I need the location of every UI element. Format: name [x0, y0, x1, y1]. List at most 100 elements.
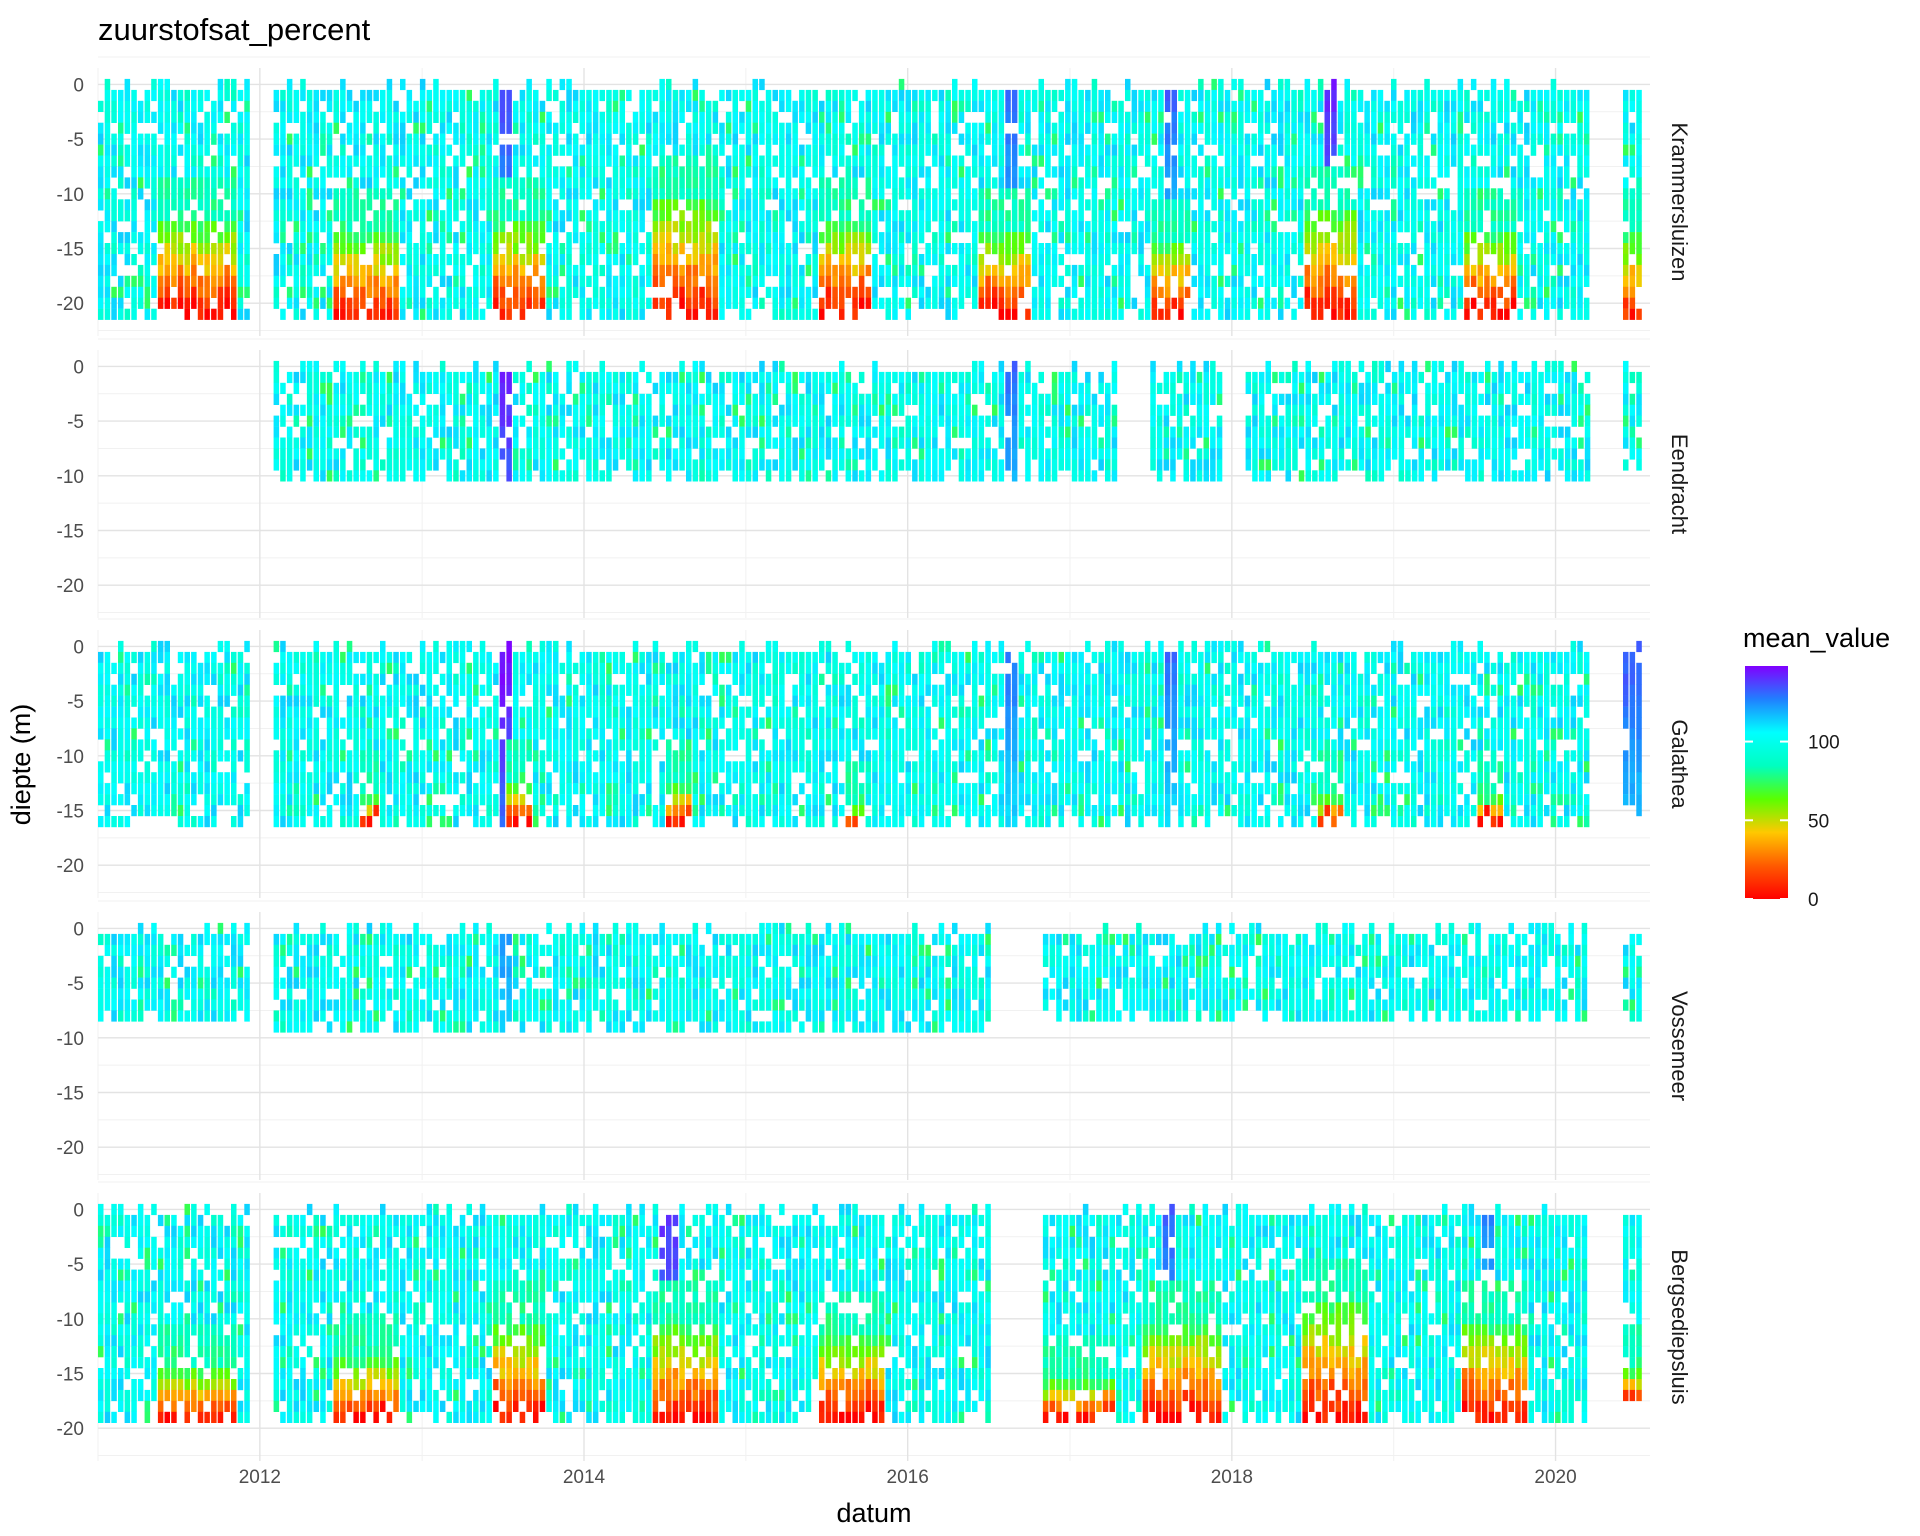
heat-cell [1464, 243, 1470, 255]
heat-cell [1564, 144, 1570, 156]
heat-cell [819, 308, 825, 320]
heat-cell [164, 111, 170, 123]
heat-cell [852, 415, 858, 427]
heat-cell [586, 308, 592, 320]
heat-cell [439, 382, 446, 394]
heat-cell [1198, 232, 1204, 244]
heat-cell [965, 166, 971, 178]
heat-cell [360, 144, 366, 156]
heat-cell [1071, 122, 1078, 134]
heat-cell [459, 232, 466, 244]
heat-cell [1251, 297, 1257, 309]
heat-cell [1437, 210, 1444, 222]
heat-cell [1091, 254, 1098, 266]
heat-cell [1623, 188, 1629, 200]
heat-cell [705, 243, 712, 255]
heat-cell [925, 210, 931, 222]
heat-cell [360, 210, 366, 222]
heat-cell [1437, 275, 1444, 287]
heat-cell [386, 275, 393, 287]
heat-cell [360, 264, 366, 277]
heat-cell [779, 297, 785, 309]
heat-cell [992, 89, 998, 102]
heat-cell [745, 89, 752, 102]
heat-cell [1198, 89, 1204, 102]
heat-cell [1377, 188, 1384, 200]
heat-cell [231, 297, 237, 309]
heat-cell [745, 122, 752, 134]
heat-cell [1251, 166, 1257, 178]
heat-cell [705, 470, 712, 482]
heat-cell [898, 382, 905, 394]
heat-cell [1424, 199, 1430, 211]
heat-cell [619, 155, 625, 167]
heat-cell [1510, 232, 1517, 244]
heat-cell [632, 382, 639, 394]
heat-cell [686, 415, 692, 427]
heat-cell [799, 221, 805, 233]
heat-cell [486, 188, 492, 200]
heat-cell [433, 133, 439, 145]
heat-cell [739, 286, 745, 298]
heat-cell [978, 264, 985, 277]
heat-cell [184, 122, 190, 134]
heat-cell [546, 404, 552, 416]
heat-cell [111, 133, 117, 145]
heat-cell [659, 243, 665, 255]
heat-cell [945, 155, 951, 167]
heat-cell [1031, 100, 1038, 112]
heat-cell [211, 155, 217, 167]
heat-cell [612, 448, 619, 460]
heat-cell [1384, 188, 1390, 200]
heat-cell [839, 308, 845, 320]
heat-cell [553, 122, 559, 134]
heat-cell [1218, 232, 1224, 244]
heat-cell [639, 459, 645, 471]
heat-cell [493, 393, 499, 405]
heat-cell [832, 155, 838, 167]
heat-cell [553, 393, 559, 405]
heat-cell [612, 232, 619, 244]
heat-cell [566, 459, 572, 471]
heat-cell [1271, 89, 1277, 102]
heat-cell [1371, 210, 1377, 222]
heat-cell [413, 360, 419, 373]
heat-cell [1144, 155, 1151, 167]
heat-cell [878, 437, 885, 449]
heat-cell [513, 448, 519, 460]
heat-cell [1391, 232, 1397, 244]
heat-cell [1085, 122, 1091, 134]
heat-cell [433, 371, 439, 384]
heat-cell [533, 210, 539, 222]
heat-cell [1198, 100, 1204, 112]
heat-cell [360, 275, 366, 287]
heat-cell [885, 393, 891, 405]
heat-cell [1337, 254, 1344, 266]
heat-cell [579, 177, 586, 189]
heat-cell [459, 426, 466, 438]
heat-cell [1510, 286, 1517, 298]
heat-cell [144, 166, 151, 178]
heat-cell [1404, 275, 1410, 287]
heat-cell [905, 232, 911, 244]
heat-cell [1623, 286, 1629, 298]
heat-cell [925, 382, 931, 394]
heat-cell [1091, 243, 1098, 255]
heat-cell [666, 243, 672, 255]
heat-cell [1065, 111, 1071, 123]
heat-cell [1018, 232, 1025, 244]
heat-cell [446, 177, 452, 189]
heat-cell [1284, 199, 1291, 211]
heat-cell [918, 382, 925, 394]
heat-cell [686, 297, 692, 309]
heat-cell [1251, 199, 1257, 211]
heat-cell [1577, 232, 1583, 244]
heat-cell [978, 177, 985, 189]
heat-cell [912, 210, 918, 222]
heat-cell [306, 155, 313, 167]
heat-cell [506, 448, 512, 460]
heat-cell [1051, 210, 1058, 222]
heat-cell [1091, 100, 1098, 112]
heat-cell [546, 199, 552, 211]
heat-cell [705, 426, 712, 438]
